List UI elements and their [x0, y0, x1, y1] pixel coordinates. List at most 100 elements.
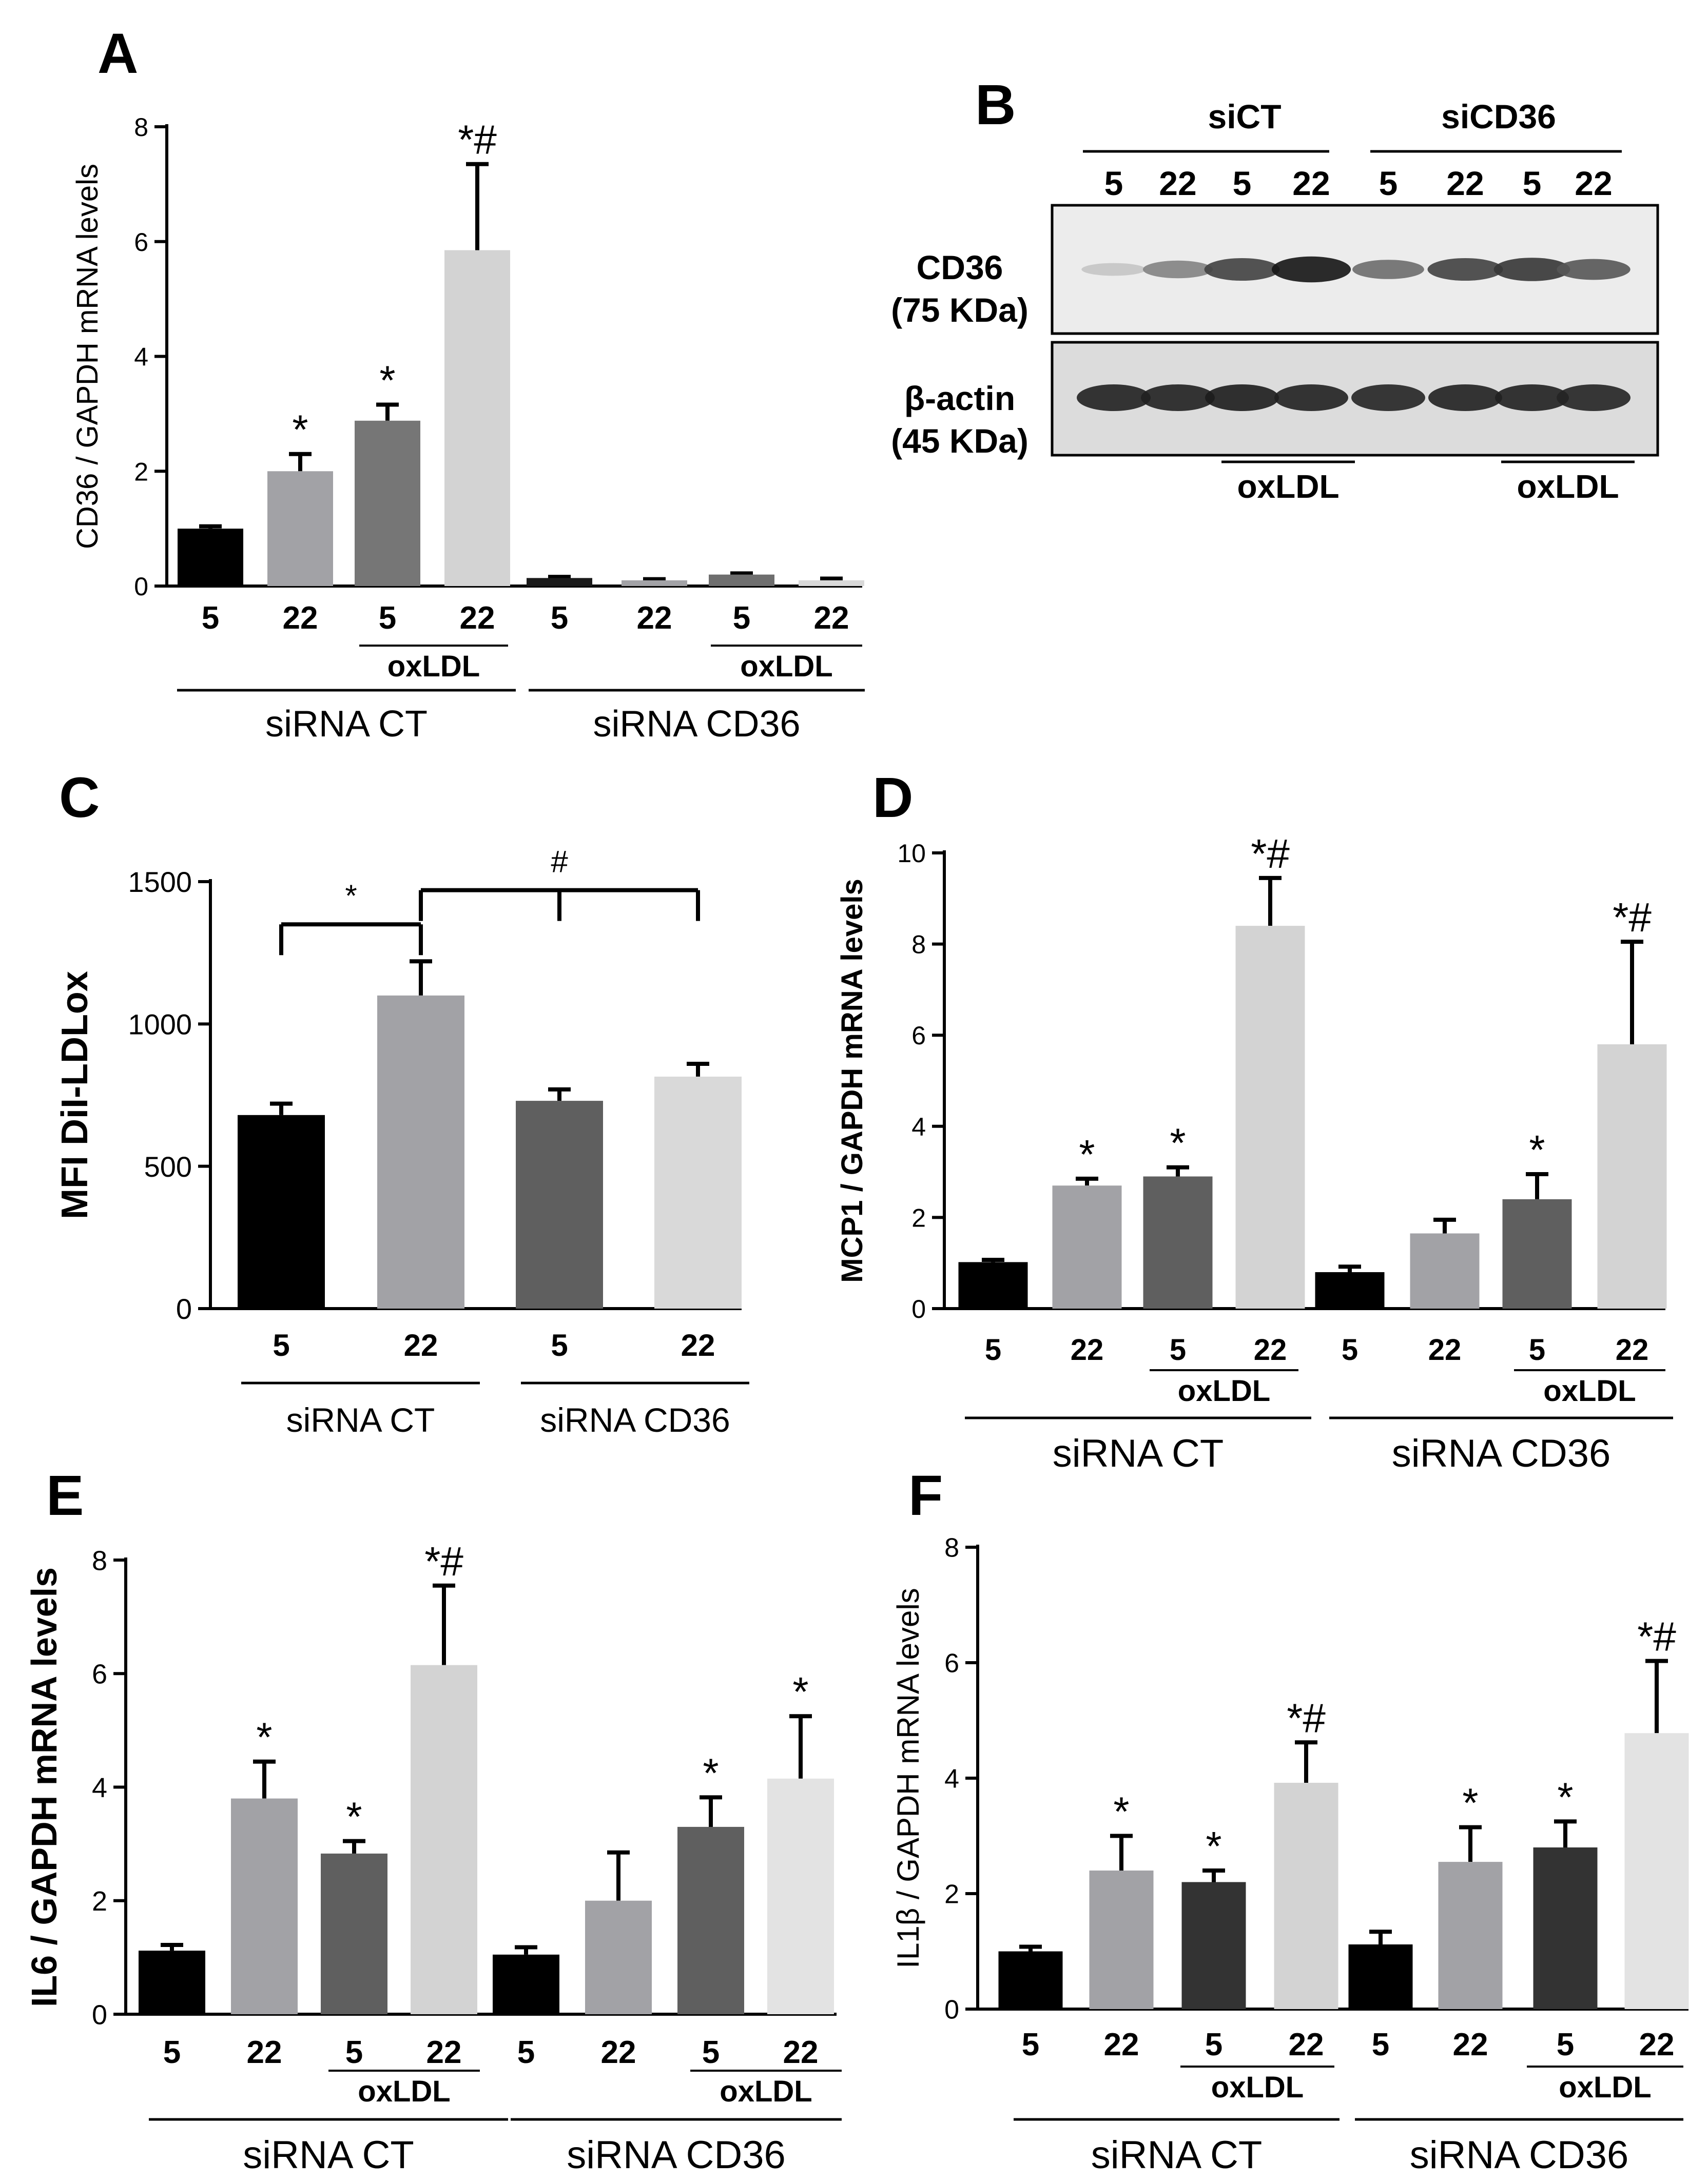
panel-letter-e: E: [46, 1464, 84, 1527]
y-tick-label: 4: [944, 1764, 959, 1794]
chart-f: 0 2 4 6 8 IL1β / GAPDH mRNA levels 5 22 * 5 * 22 *# 5…: [891, 1533, 1689, 2177]
x-tick-label: 22: [1428, 1333, 1462, 1367]
bar: [799, 580, 864, 586]
bar: [1089, 1871, 1154, 2009]
x-tick-label: 22: [681, 1328, 715, 1362]
x-tick-label: 22: [783, 2035, 819, 2070]
y-tick-label: 6: [944, 1649, 959, 1679]
x-tick-label: 5: [702, 2035, 720, 2070]
bar: [1502, 1199, 1572, 1309]
y-tick-label: 8: [944, 1533, 959, 1563]
bar: [139, 1951, 205, 2014]
y-tick-label: 1500: [128, 866, 192, 898]
treatment-label: oxLDL: [358, 2075, 450, 2108]
x-tick-label: 22: [637, 600, 672, 636]
panel-letter-b: B: [975, 73, 1016, 137]
bar: [1235, 926, 1305, 1309]
x-tick-label: 5: [379, 600, 396, 636]
x-tick-label: 5: [1372, 2027, 1389, 2062]
panel-letter-f: F: [908, 1464, 943, 1527]
x-tick-label: 22: [426, 2035, 462, 2070]
panel-letter-d: D: [872, 766, 914, 829]
blot-label-cd36: CD36 (75 KDa): [883, 246, 1037, 331]
bar: [709, 574, 774, 586]
bar: [654, 1076, 742, 1309]
y-tick-label: 4: [92, 1773, 107, 1803]
bar: [585, 1900, 652, 2014]
cd36-band-name: CD36: [916, 248, 1003, 286]
bar: [958, 1262, 1028, 1309]
bar: [516, 1101, 603, 1309]
treatment-label: oxLDL: [720, 2075, 812, 2108]
x-tick-label: 5: [985, 1333, 1001, 1367]
y-tick-label: 500: [144, 1151, 192, 1183]
x-tick-label: 22: [601, 2035, 636, 2070]
x-tick-label: 5: [273, 1328, 289, 1362]
group-label: siRNA CT: [286, 1401, 435, 1439]
bar: [444, 250, 510, 586]
significance-mark: *: [1079, 1132, 1095, 1177]
significance-mark: *#: [458, 117, 497, 163]
x-tick-label: 22: [460, 600, 495, 636]
x-tick-label: 22: [814, 600, 849, 636]
bar: [1624, 1733, 1689, 2009]
bar: [767, 1778, 834, 2014]
bar: [1348, 1944, 1413, 2009]
y-axis-label: CD36 / GAPDH mRNA levels: [71, 164, 104, 549]
actin-band-name: β-actin: [904, 379, 1016, 417]
significance-mark: *#: [1613, 894, 1652, 940]
bar: [677, 1826, 744, 2014]
bar: [1143, 1176, 1213, 1309]
x-tick-label: 22: [1289, 2027, 1324, 2062]
y-tick-label: 4: [911, 1113, 926, 1141]
x-tick-label: 5: [517, 2035, 535, 2070]
significance-mark: *: [292, 407, 308, 453]
x-tick-label: 5: [1557, 2027, 1574, 2062]
x-tick-label: 22: [247, 2035, 282, 2070]
x-tick-label: 22: [1254, 1333, 1287, 1367]
group-label: siRNA CD36: [1410, 2133, 1629, 2177]
group-label: siRNA CD36: [540, 1401, 730, 1439]
bar: [527, 578, 592, 586]
group-label: siRNA CT: [1053, 1432, 1224, 1475]
y-tick-label: 0: [911, 1295, 926, 1323]
y-tick-label: 8: [911, 930, 926, 959]
y-axis-label: IL1β / GAPDH mRNA levels: [891, 1588, 925, 1968]
x-tick-label: 5: [551, 1328, 568, 1362]
y-tick-label: 2: [134, 457, 148, 486]
significance-mark: *: [1170, 1120, 1186, 1166]
y-tick-label: 6: [92, 1659, 107, 1690]
significance-mark: *: [345, 879, 357, 913]
x-tick-label: 22: [1453, 2027, 1488, 2062]
x-tick-label: 5: [1170, 1333, 1186, 1367]
bar: [238, 1115, 325, 1309]
x-tick-label: 5: [1205, 2027, 1222, 2062]
y-tick-label: 8: [134, 113, 148, 142]
y-tick-label: 4: [134, 343, 148, 372]
x-tick-label: 5: [345, 2035, 363, 2070]
significance-mark: *: [792, 1669, 808, 1715]
panel-letter-a: A: [98, 22, 139, 85]
y-axis-label: MFI DiI-LDLox: [54, 971, 95, 1219]
treatment-label: oxLDL: [387, 650, 480, 683]
y-tick-label: 2: [911, 1203, 926, 1232]
significance-mark: *: [256, 1715, 272, 1760]
bar: [1533, 1847, 1598, 2009]
y-tick-label: 6: [911, 1021, 926, 1050]
significance-mark: *: [1113, 1789, 1129, 1835]
bar: [1410, 1233, 1480, 1309]
group-label: siRNA CT: [1091, 2133, 1263, 2177]
y-tick-label: 1000: [128, 1008, 192, 1040]
bar: [355, 420, 420, 586]
x-tick-label: 22: [1071, 1333, 1104, 1367]
bar: [267, 471, 333, 586]
chart-e: 0 2 4 6 8 IL6 / GAPDH mRNA levels 5 22 * 5 * 22 *# 5 2…: [24, 1539, 842, 2177]
bar: [998, 1951, 1063, 2009]
significance-mark: *#: [1637, 1614, 1676, 1660]
group-label: siRNA CD36: [1392, 1432, 1611, 1475]
chart-c: 0 500 1000 1500 MFI DiI-LDLox 5 22 5 22 siRNA CT s…: [54, 845, 749, 1439]
bar: [1438, 1862, 1503, 2009]
x-tick-label: 5: [1342, 1333, 1358, 1367]
bar: [1597, 1044, 1667, 1309]
y-axis-label: MCP1 / GAPDH mRNA levels: [836, 879, 869, 1283]
